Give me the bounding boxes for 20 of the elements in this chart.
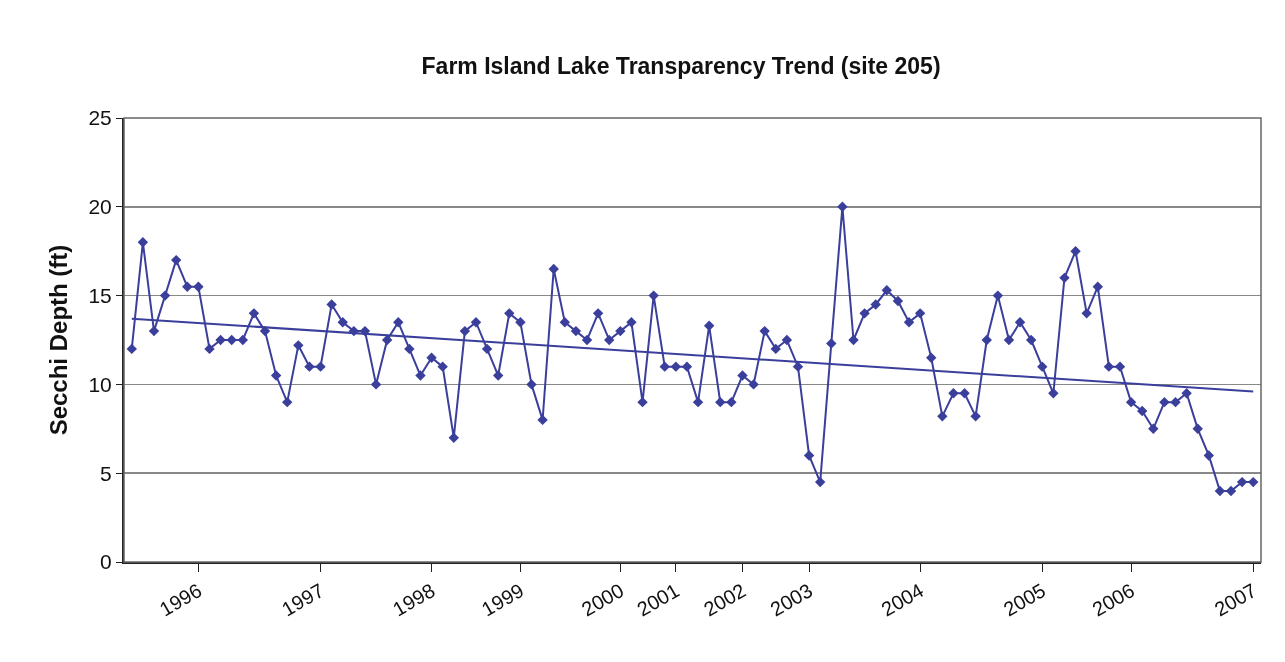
chart-title: Farm Island Lake Transparency Trend (site 205) <box>421 53 941 80</box>
y-tick-label: 15 <box>88 283 112 307</box>
x-tick-label: 2005 <box>999 579 1050 621</box>
y-tick-label: 10 <box>88 372 112 396</box>
y-tick-label: 20 <box>88 195 112 219</box>
x-tick-label: 2000 <box>577 579 628 621</box>
x-tick-label: 2007 <box>1210 579 1261 621</box>
x-tick-label: 2006 <box>1088 579 1139 621</box>
x-tick-label: 1998 <box>389 579 439 621</box>
x-tick-label: 2003 <box>766 579 817 621</box>
x-tick-label: 2002 <box>699 579 750 621</box>
x-tick-label: 2001 <box>633 579 683 621</box>
y-tick-label: 0 <box>100 550 112 574</box>
x-tick-label: 1996 <box>155 579 206 621</box>
y-tick-label: 5 <box>100 461 112 485</box>
x-tick-label: 1999 <box>477 579 528 621</box>
y-tick-label: 25 <box>88 106 112 130</box>
x-tick-label: 1997 <box>277 579 328 621</box>
x-tick-label: 2004 <box>877 579 928 621</box>
y-axis-title: Secchi Depth (ft) <box>45 244 73 436</box>
